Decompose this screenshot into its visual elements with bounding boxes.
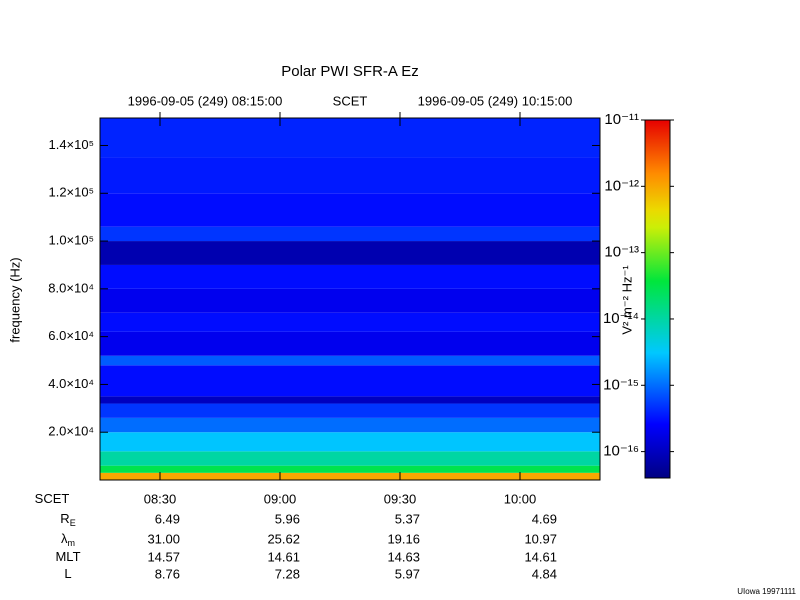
ephemeris-value: 09:30	[384, 491, 417, 506]
ephemeris-value: 4.69	[532, 511, 557, 526]
ephemeris-value: 14.61	[267, 549, 300, 564]
top-label: 1996-09-05 (249) 10:15:00	[418, 93, 573, 108]
ephemeris-label: λm	[61, 531, 75, 548]
ephemeris-value: 10.97	[524, 531, 557, 546]
ephemeris-label-sub: m	[68, 538, 76, 548]
spectrogram-band	[100, 264, 600, 289]
ephemeris-value: 5.97	[395, 566, 420, 581]
y-tick-label: 2.0×10⁴	[48, 424, 94, 439]
ephemeris-value: 4.84	[532, 566, 557, 581]
footer: UIowa 19971111	[737, 587, 796, 596]
ephemeris-label: SCET	[35, 491, 70, 506]
spectrogram-band	[100, 312, 600, 332]
ephemeris-label-main: L	[64, 566, 71, 581]
ephemeris-value: 09:00	[264, 491, 297, 506]
plot-frame	[99, 117, 601, 481]
colorbar-tick-label: 10⁻¹²	[604, 177, 639, 194]
ephemeris-label-main: SCET	[35, 491, 70, 506]
spectrogram-band	[100, 403, 600, 418]
spectrogram-band	[100, 157, 600, 194]
colorbar-tick-label: 10⁻¹⁶	[603, 443, 639, 460]
ephemeris-value: 14.61	[524, 549, 557, 564]
colorbar-tick-label: 10⁻¹¹	[604, 111, 639, 128]
spectrogram-band	[100, 417, 600, 433]
ephemeris-label: RE	[60, 511, 75, 528]
ephemeris-value: 25.62	[267, 531, 300, 546]
y-tick-label: 4.0×10⁴	[48, 376, 94, 391]
ephemeris-value: 5.37	[395, 511, 420, 526]
spectrogram-band	[100, 193, 600, 227]
ephemeris-value: 5.96	[275, 511, 300, 526]
ephemeris-value: 6.49	[155, 511, 180, 526]
spectrogram-band	[100, 396, 600, 404]
top-label: SCET	[333, 93, 368, 108]
ephemeris-value: 14.57	[147, 549, 180, 564]
ephemeris-value: 8.76	[155, 566, 180, 581]
top-label: 1996-09-05 (249) 08:15:00	[128, 93, 283, 108]
spectrogram-band	[100, 226, 600, 242]
spectrogram-band	[100, 472, 600, 480]
y-tick-label: 1.4×10⁵	[48, 137, 94, 152]
colorbar-label: V² m⁻² Hz⁻¹	[619, 265, 634, 335]
spectrogram-band	[100, 118, 600, 158]
ephemeris-value: 31.00	[147, 531, 180, 546]
chart-title: Polar PWI SFR-A Ez	[281, 63, 419, 80]
ephemeris-value: 08:30	[144, 491, 177, 506]
colorbar	[644, 119, 671, 479]
spectrogram-band	[100, 355, 600, 366]
ephemeris-value: 7.28	[275, 566, 300, 581]
spectrogram-band	[100, 465, 600, 473]
spectrogram-band	[100, 331, 600, 356]
ephemeris-value: 10:00	[504, 491, 537, 506]
ephemeris-label-sub: E	[70, 518, 76, 528]
ephemeris-label: MLT	[55, 549, 80, 564]
colorbar-tick-label: 10⁻¹⁴	[603, 310, 639, 327]
ephemeris-label-main: R	[60, 511, 69, 526]
ephemeris-label-main: MLT	[55, 549, 80, 564]
spectrogram-band	[100, 288, 600, 313]
y-tick-label: 1.0×10⁵	[48, 232, 94, 247]
ephemeris-label: L	[64, 566, 71, 581]
spectrogram-band	[100, 241, 600, 265]
y-tick-label: 6.0×10⁴	[48, 328, 94, 343]
spectrogram-band	[100, 432, 600, 452]
ephemeris-label-main: λ	[61, 531, 68, 546]
y-tick-label: 8.0×10⁴	[48, 280, 94, 295]
y-tick-label: 1.2×10⁵	[48, 185, 94, 200]
spectrogram-band	[100, 451, 600, 466]
y-axis-label: frequency (Hz)	[7, 257, 22, 342]
colorbar-tick-label: 10⁻¹⁵	[603, 376, 639, 393]
ephemeris-value: 19.16	[387, 531, 420, 546]
ephemeris-value: 14.63	[387, 549, 420, 564]
colorbar-tick-label: 10⁻¹³	[604, 244, 639, 261]
spectrogram-band	[100, 365, 600, 397]
